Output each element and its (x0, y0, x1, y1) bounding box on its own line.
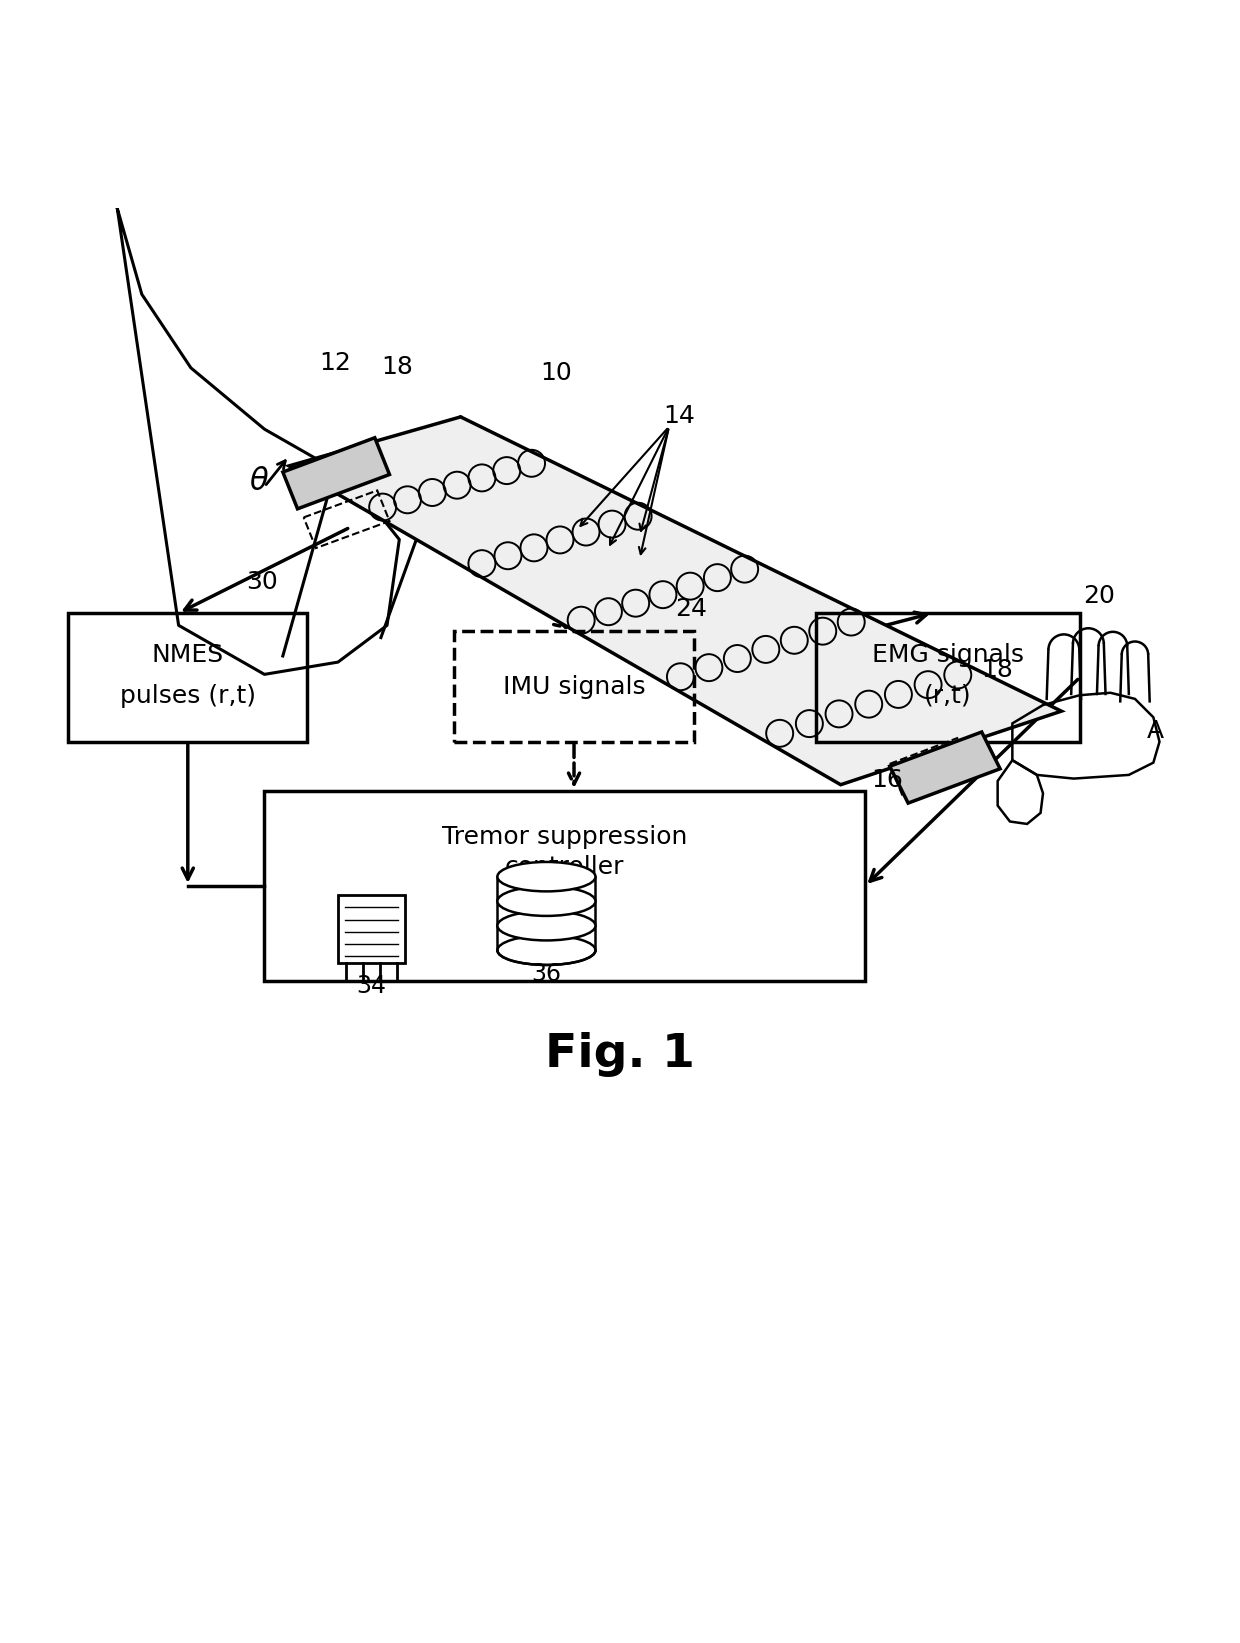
Text: Tremor suppression: Tremor suppression (443, 825, 687, 849)
Text: 36: 36 (532, 961, 562, 986)
Text: (r,t): (r,t) (924, 683, 972, 708)
Polygon shape (890, 733, 1001, 803)
Ellipse shape (497, 887, 595, 915)
Text: NMES: NMES (151, 644, 224, 667)
Text: 10: 10 (541, 361, 572, 384)
Text: EMG signals: EMG signals (872, 644, 1024, 667)
Text: 18: 18 (381, 355, 413, 380)
Text: 14: 14 (663, 404, 694, 429)
Ellipse shape (497, 935, 595, 964)
Text: θ: θ (249, 468, 268, 496)
Text: 30: 30 (246, 570, 278, 593)
Polygon shape (289, 417, 1061, 785)
Text: Fig. 1: Fig. 1 (546, 1032, 694, 1076)
Bar (455, 631, 693, 741)
Text: 24: 24 (675, 596, 707, 621)
Ellipse shape (497, 910, 595, 940)
Text: A: A (1147, 720, 1164, 743)
Bar (68, 613, 308, 741)
Polygon shape (283, 437, 389, 509)
Text: pulses (r,t): pulses (r,t) (120, 683, 255, 708)
Text: controller: controller (505, 854, 625, 879)
Polygon shape (118, 209, 399, 674)
Text: 34: 34 (357, 974, 387, 999)
Text: 20: 20 (1084, 585, 1115, 608)
Text: IMU signals: IMU signals (502, 675, 645, 698)
Bar (339, 895, 405, 963)
Bar (264, 790, 866, 981)
Ellipse shape (497, 863, 595, 892)
Text: 18: 18 (982, 657, 1013, 682)
Text: 12: 12 (320, 352, 351, 375)
Text: 16: 16 (872, 769, 903, 792)
Bar (816, 613, 1080, 741)
